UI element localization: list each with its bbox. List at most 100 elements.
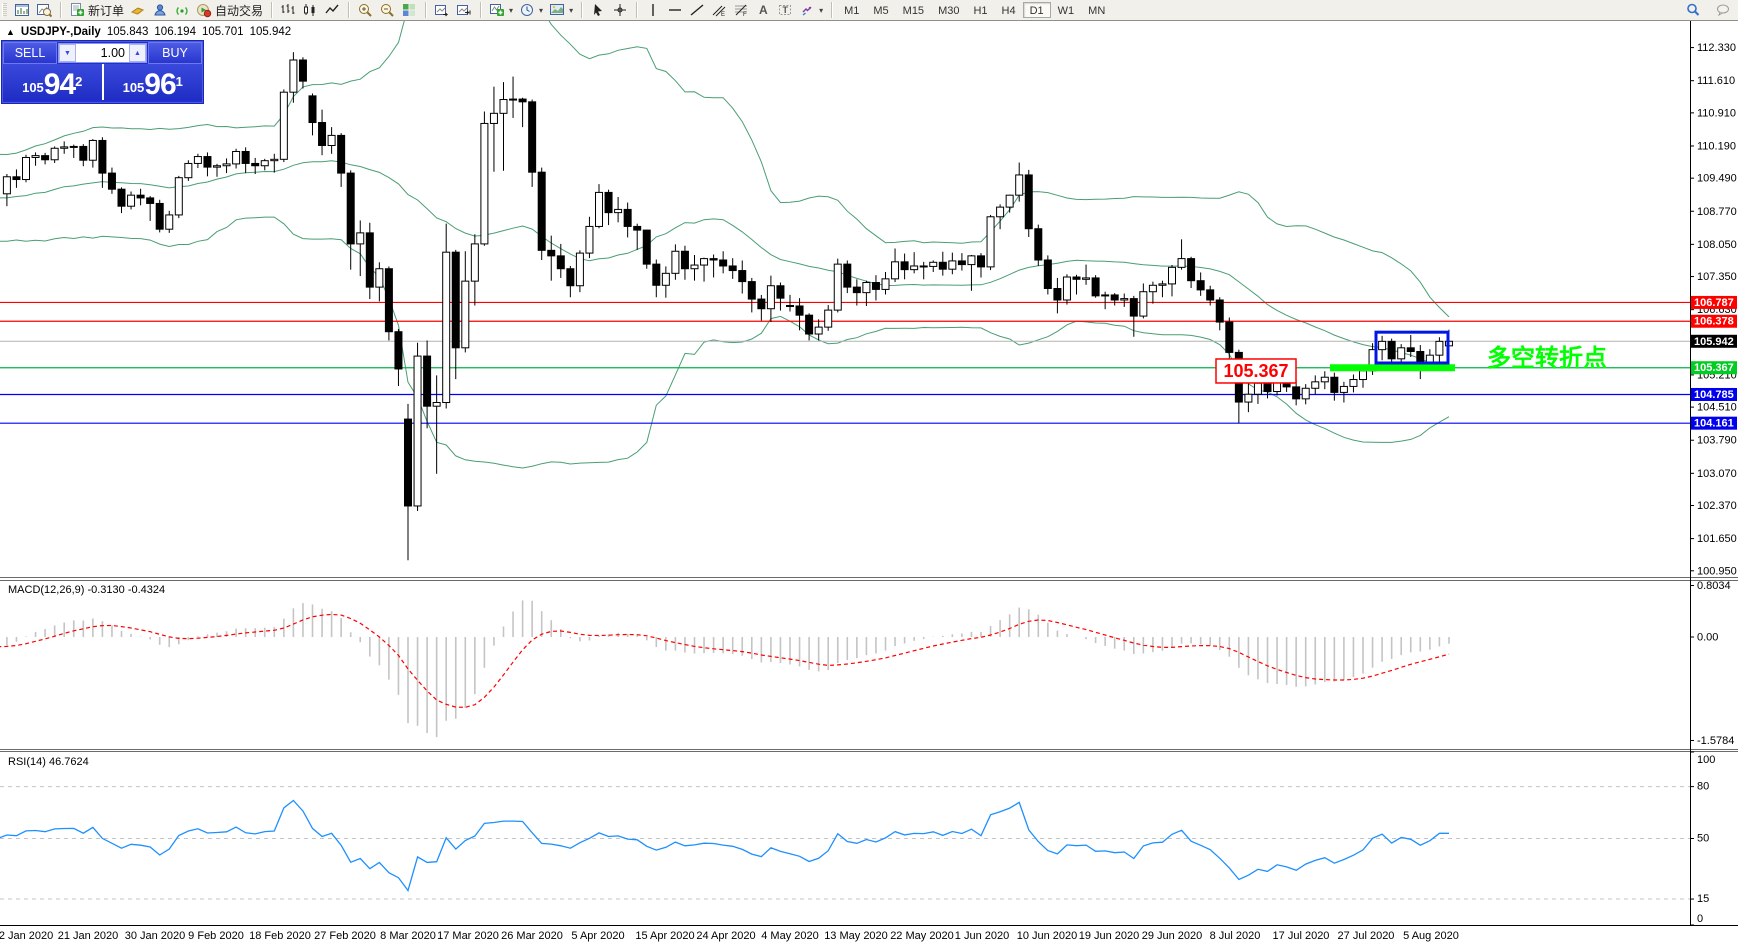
trendline-button[interactable]	[686, 1, 708, 19]
svg-text:103.070: 103.070	[1697, 468, 1737, 480]
toolbar-group-scroll	[429, 0, 477, 20]
templates-button[interactable]: ▾	[546, 1, 576, 19]
bars-chart-button[interactable]	[277, 1, 299, 19]
buy-price-button[interactable]: 105 96 1	[103, 64, 202, 100]
line-chart-button[interactable]	[321, 1, 343, 19]
toolbar-grip	[2, 3, 7, 17]
market-icon	[130, 7, 145, 15]
fibonacci-icon: F	[735, 4, 748, 18]
panel-separators	[0, 577, 1738, 926]
text-label-icon: T	[779, 5, 792, 15]
search-button[interactable]	[1682, 1, 1704, 19]
buy-price-prefix: 105	[122, 80, 145, 95]
new-order-label: 新订单	[88, 3, 125, 18]
tile-windows-button[interactable]	[398, 1, 420, 19]
svg-text:110.910: 110.910	[1697, 107, 1736, 119]
buy-button[interactable]: BUY	[148, 42, 202, 64]
horizontal-level-lines[interactable]	[0, 301, 1690, 424]
svg-text:80: 80	[1697, 781, 1709, 793]
timeframe-m5-button[interactable]: M5	[866, 2, 895, 18]
svg-text:1 Jun 2020: 1 Jun 2020	[955, 930, 1009, 942]
svg-text:5 Aug 2020: 5 Aug 2020	[1403, 930, 1459, 942]
timeframe-m15-button[interactable]: M15	[896, 2, 931, 18]
equidistant-channel-button[interactable]: E	[708, 1, 730, 19]
volume-decrease-button[interactable]: ▼	[59, 44, 76, 62]
svg-text:112.330: 112.330	[1697, 42, 1736, 54]
sell-price-button[interactable]: 105 94 2	[3, 64, 104, 100]
chart-window-icon	[15, 4, 29, 16]
new-order-button[interactable]: 新订单	[66, 1, 127, 19]
volume-stepper: ▼ ▲	[58, 43, 147, 63]
timeframe-d1-button[interactable]: D1	[1022, 2, 1051, 18]
candle-chart-button[interactable]	[299, 1, 321, 19]
svg-text:100.950: 100.950	[1697, 565, 1737, 577]
svg-text:10 Jun 2020: 10 Jun 2020	[1017, 930, 1078, 942]
toolbar-group-windows	[9, 0, 57, 20]
templates-icon	[550, 4, 565, 15]
periods-icon	[521, 4, 534, 16]
chat-icon	[1717, 4, 1729, 17]
community-button[interactable]	[149, 1, 171, 19]
svg-text:27 Feb 2020: 27 Feb 2020	[314, 930, 376, 942]
rsi-indicator	[0, 786, 1690, 900]
toolbar: 新订单 自动交易 ▾ ▾ ▾ E F A T ▾ M1 M5 M15 M30 H1 H4 D1 W1 MN	[0, 0, 1738, 21]
timeframe-h4-button[interactable]: H4	[995, 2, 1023, 18]
svg-text:13 May 2020: 13 May 2020	[824, 930, 888, 942]
timeframe-w1-button[interactable]: W1	[1051, 2, 1082, 18]
autotrading-button[interactable]: 自动交易	[193, 1, 266, 19]
timeframe-m30-button[interactable]: M30	[931, 2, 966, 18]
quote-open: 105.843	[106, 26, 149, 38]
svg-text:104.161: 104.161	[1694, 418, 1734, 430]
signals-button[interactable]	[171, 1, 193, 19]
fibonacci-button[interactable]: F	[730, 1, 752, 19]
toolbar-separator	[425, 2, 427, 18]
svg-text:15 Apr 2020: 15 Apr 2020	[635, 930, 694, 942]
crosshair-button[interactable]	[609, 1, 631, 19]
timeframe-m1-button[interactable]: M1	[837, 2, 866, 18]
svg-text:18 Feb 2020: 18 Feb 2020	[249, 930, 311, 942]
community-icon	[154, 4, 166, 16]
autotrading-icon	[197, 4, 212, 18]
timeframe-h1-button[interactable]: H1	[966, 2, 994, 18]
svg-text:107.350: 107.350	[1697, 271, 1737, 283]
svg-text:8 Jul 2020: 8 Jul 2020	[1210, 930, 1261, 942]
auto-scroll-button[interactable]	[431, 1, 453, 19]
timeframe-bar: M1 M5 M15 M30 H1 H4 D1 W1 MN	[835, 0, 1114, 20]
chart-shift-icon	[457, 5, 471, 15]
quote-line: ▲ USDJPY-,Daily 105.843 106.194 105.701 …	[6, 26, 291, 38]
annotation-text[interactable]: 多空转折点	[1487, 344, 1607, 372]
chart-window-button[interactable]	[11, 1, 33, 19]
arrows-button[interactable]: ▾	[796, 1, 826, 19]
consolidation-rectangle[interactable]	[1374, 330, 1450, 365]
autotrading-label: 自动交易	[215, 3, 264, 18]
zoom-out-button[interactable]	[376, 1, 398, 19]
volume-input[interactable]	[76, 44, 129, 62]
svg-text:17 Mar 2020: 17 Mar 2020	[437, 930, 499, 942]
symbol-collapse-icon[interactable]: ▲	[6, 27, 15, 37]
profile-window-button[interactable]	[33, 1, 55, 19]
svg-text:5 Apr 2020: 5 Apr 2020	[571, 930, 624, 942]
periods-button[interactable]: ▾	[516, 1, 546, 19]
chat-button[interactable]	[1712, 1, 1734, 19]
text-button[interactable]: A	[752, 1, 774, 19]
vertical-line-button[interactable]	[642, 1, 664, 19]
toolbar-group-zoom	[352, 0, 422, 20]
new-order-icon	[71, 3, 84, 16]
auto-scroll-icon	[435, 5, 449, 17]
chart-shift-button[interactable]	[453, 1, 475, 19]
price-axis[interactable]: 112.330 111.610 110.910 110.190 109.490 108.7…	[1690, 42, 1737, 926]
indicators-button[interactable]: ▾	[486, 1, 516, 19]
market-button[interactable]	[127, 1, 149, 19]
macd-indicator	[0, 600, 1450, 738]
svg-text:106.378: 106.378	[1694, 316, 1734, 328]
sell-button[interactable]: SELL	[3, 42, 57, 64]
timeframe-mn-button[interactable]: MN	[1081, 2, 1112, 18]
price-label-box[interactable]	[1215, 358, 1297, 384]
text-label-button[interactable]: T	[774, 1, 796, 19]
cursor-button[interactable]	[587, 1, 609, 19]
zoom-in-button[interactable]	[354, 1, 376, 19]
volume-increase-button[interactable]: ▲	[129, 44, 146, 62]
horizontal-line-button[interactable]	[664, 1, 686, 19]
